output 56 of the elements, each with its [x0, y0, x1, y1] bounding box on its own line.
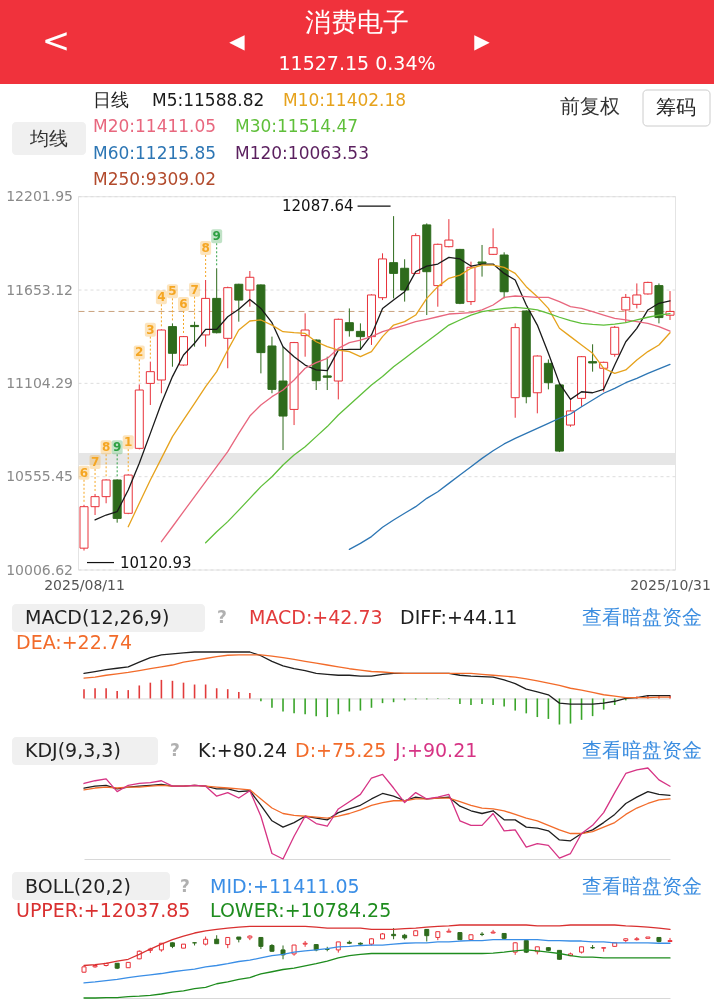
y-tick-label: 11653.12: [6, 281, 73, 298]
text: 查看暗盘资金: [582, 874, 702, 898]
text: DIFF:+44.11: [400, 606, 518, 628]
text: 均线: [29, 127, 68, 149]
annotation: 7: [190, 282, 199, 297]
series-label: UPPER:+12037.85: [16, 899, 191, 921]
y-tick-label: 10006.62: [6, 561, 73, 578]
text: <: [41, 20, 71, 60]
annotation: 6: [179, 296, 188, 311]
annotation: 5: [168, 284, 177, 299]
legend-label: M120:10063.53: [235, 143, 369, 163]
annotation: 12087.64: [282, 197, 354, 216]
annotation: 2: [135, 345, 144, 360]
text: 日线: [93, 89, 129, 110]
text: MID:+11411.05: [210, 875, 360, 897]
text: M60:11215.85: [93, 143, 217, 163]
text: ▶: [474, 29, 491, 53]
text: M20:11411.05: [93, 116, 217, 136]
text: ?: [180, 876, 190, 896]
annotation: 9: [112, 440, 122, 455]
annotation: 9: [212, 229, 221, 244]
series-label: J:+90.21: [394, 739, 478, 761]
annotation: 10120.93: [120, 553, 192, 572]
series-label: K:+80.24: [198, 739, 288, 761]
series-label: DEA:+22.74: [16, 631, 133, 653]
text: MACD:+42.73: [249, 606, 383, 628]
series-label: LOWER:+10784.25: [210, 899, 392, 921]
text: ?: [170, 740, 180, 760]
text: 前复权: [560, 94, 620, 118]
text: ◀: [229, 29, 246, 53]
annotation: 4: [157, 290, 166, 305]
y-tick-label: 10555.45: [6, 468, 73, 485]
y-tick-label: 11104.29: [6, 374, 73, 391]
annotation: 7: [90, 454, 100, 469]
chart-title: BOLL(20,2): [25, 875, 131, 897]
text: 查看暗盘资金: [582, 605, 702, 629]
x-tick-label: 2025/10/31: [630, 576, 711, 593]
text: M30:11514.47: [235, 116, 359, 136]
text: M5:11588.82: [152, 90, 265, 110]
chart-title: 消费电子: [305, 7, 409, 37]
text: 查看暗盘资金: [582, 738, 702, 762]
y-tick-label: 12201.95: [6, 188, 73, 205]
text: D:+75.25: [295, 739, 387, 761]
x-tick-label: 2025/08/11: [44, 576, 125, 593]
text: M10:11402.18: [283, 90, 407, 110]
chart-title: MACD(12,26,9): [25, 606, 170, 628]
legend-label: M250:9309.02: [93, 169, 217, 189]
text: ?: [217, 607, 227, 627]
annotation: 3: [146, 322, 155, 337]
annotation: 8: [201, 241, 210, 256]
chart-title: KDJ(9,3,3): [25, 739, 121, 761]
chart-subtitle: 11527.15 0.34%: [278, 52, 436, 74]
annotation: 8: [101, 440, 111, 455]
annotation: 1: [124, 435, 133, 450]
text: 筹码: [656, 95, 696, 119]
annotation: 6: [79, 465, 89, 480]
